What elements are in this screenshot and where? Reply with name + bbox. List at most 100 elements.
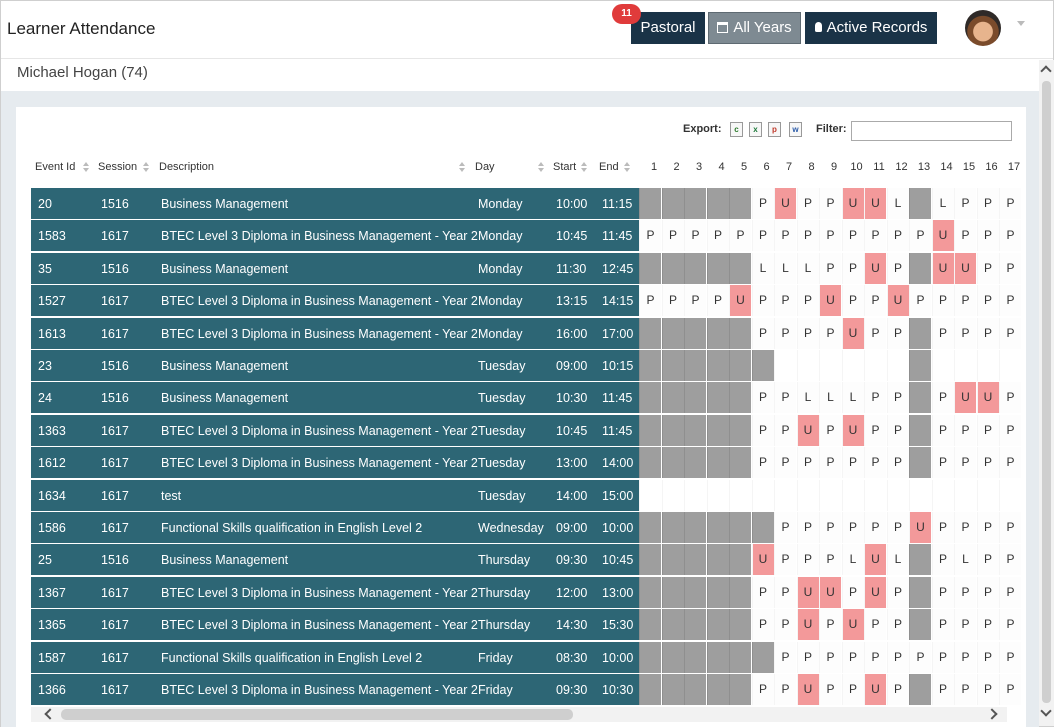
inactive-day-cell bbox=[684, 512, 706, 543]
attendance-mark-cell bbox=[999, 479, 1021, 511]
day-number-header: 8 bbox=[808, 161, 815, 173]
event-id-cell: 24 bbox=[38, 391, 52, 406]
column-header-start[interactable]: Start bbox=[553, 161, 577, 173]
sort-down-icon[interactable] bbox=[624, 168, 630, 172]
sort-up-icon[interactable] bbox=[581, 162, 587, 166]
attendance-mark-cell: P bbox=[999, 382, 1021, 414]
excel-icon[interactable]: x bbox=[749, 122, 762, 137]
pastoral-button[interactable]: Pastoral bbox=[631, 12, 705, 44]
attendance-mark-cell bbox=[774, 479, 796, 511]
attendance-mark-cell: P bbox=[864, 220, 886, 252]
attendance-mark-cell: P bbox=[886, 512, 909, 543]
inactive-day-cell bbox=[909, 382, 931, 414]
table-row[interactable]: 1586 1617 Functional Skills qualification … bbox=[31, 511, 1026, 543]
attendance-mark-cell: L bbox=[886, 188, 909, 219]
start-cell: 10:45 bbox=[556, 423, 588, 438]
sort-up-icon[interactable] bbox=[83, 162, 89, 166]
sort-down-icon[interactable] bbox=[143, 168, 149, 172]
day-number-header: 11 bbox=[873, 161, 885, 173]
description-cell: Business Management bbox=[161, 197, 289, 211]
active-records-button[interactable]: Active Records bbox=[805, 12, 937, 44]
attendance-mark-cell: P bbox=[841, 576, 864, 608]
end-cell: 10:30 bbox=[602, 683, 634, 697]
column-header-session[interactable]: Session bbox=[98, 161, 138, 173]
inactive-day-cell bbox=[661, 544, 684, 576]
attendance-mark-cell: P bbox=[999, 447, 1021, 479]
inactive-day-cell bbox=[729, 576, 751, 608]
all-years-button[interactable]: All Years bbox=[708, 12, 801, 44]
sort-up-icon[interactable] bbox=[459, 162, 465, 166]
attendance-mark-cell: P bbox=[774, 414, 796, 446]
filter-input[interactable] bbox=[851, 121, 1012, 141]
row-info: 1367 1617 BTEC Level 3 Diploma in Business… bbox=[31, 576, 639, 608]
attendance-mark-cell: P bbox=[796, 285, 819, 317]
start-cell: 12:00 bbox=[556, 585, 588, 600]
sort-down-icon[interactable] bbox=[459, 168, 465, 172]
table-row[interactable]: 1612 1617 BTEC Level 3 Diploma in Business… bbox=[31, 446, 1026, 479]
table-row[interactable]: 1367 1617 BTEC Level 3 Diploma in Business… bbox=[31, 575, 1026, 608]
attendance-mark-cell bbox=[999, 350, 1021, 381]
table-row[interactable]: 23 1516 Business Management Tuesday 09:00 10:… bbox=[31, 349, 1026, 381]
attendance-mark-cell: P bbox=[931, 544, 954, 576]
word-icon[interactable]: w bbox=[789, 122, 802, 137]
pastoral-label: Pastoral bbox=[640, 19, 696, 36]
inactive-day-cell bbox=[729, 512, 751, 543]
attendance-mark-cell: P bbox=[774, 447, 796, 479]
attendance-mark-cell: P bbox=[999, 252, 1021, 284]
avatar[interactable] bbox=[965, 10, 1001, 46]
table-row[interactable]: 1634 1617 test Tuesday 14:00 15:00 bbox=[31, 478, 1026, 511]
column-header-day[interactable]: Day bbox=[475, 161, 495, 173]
inactive-day-cell bbox=[909, 252, 931, 284]
pdf-icon[interactable]: p bbox=[768, 122, 781, 137]
description-cell: BTEC Level 3 Diploma in Business Managem… bbox=[161, 326, 478, 341]
attendance-mark-cell: U bbox=[954, 382, 976, 414]
day-number-header: 14 bbox=[940, 161, 953, 173]
table-row[interactable]: 1583 1617 BTEC Level 3 Diploma in Business… bbox=[31, 219, 1026, 252]
attendance-mark-cell: P bbox=[999, 317, 1021, 349]
inactive-day-cell bbox=[639, 414, 661, 446]
table-row[interactable]: 25 1516 Business Management Thursday 09:30 10… bbox=[31, 543, 1026, 576]
table-row[interactable]: 1365 1617 BTEC Level 3 Diploma in Business… bbox=[31, 608, 1026, 641]
column-header-description[interactable]: Description bbox=[159, 161, 215, 173]
attendance-mark-cell: P bbox=[931, 382, 954, 414]
table-row[interactable]: 1527 1617 BTEC Level 3 Diploma in Business… bbox=[31, 284, 1026, 317]
column-header-event-id[interactable]: Event Id bbox=[35, 161, 76, 173]
notification-badge: 11 bbox=[612, 4, 641, 24]
sort-down-icon[interactable] bbox=[538, 168, 544, 172]
attendance-mark-cell: P bbox=[796, 188, 819, 219]
table-row[interactable]: 1366 1617 BTEC Level 3 Diploma in Business… bbox=[31, 673, 1026, 705]
description-cell: Functional Skills qualification in Engli… bbox=[161, 650, 423, 665]
attendance-mark-cell: P bbox=[999, 544, 1021, 576]
inactive-day-cell bbox=[729, 447, 751, 479]
inactive-day-cell bbox=[684, 414, 706, 446]
event-id-cell: 23 bbox=[38, 359, 52, 373]
horizontal-scroll-thumb[interactable] bbox=[61, 709, 573, 720]
sort-down-icon[interactable] bbox=[83, 168, 89, 172]
table-row[interactable]: 24 1516 Business Management Tuesday 10:30 11:… bbox=[31, 381, 1026, 414]
attendance-mark-cell: P bbox=[954, 674, 976, 705]
sort-down-icon[interactable] bbox=[581, 168, 587, 172]
inactive-day-cell bbox=[706, 188, 729, 219]
event-id-cell: 35 bbox=[38, 261, 52, 276]
sort-up-icon[interactable] bbox=[143, 162, 149, 166]
attendance-mark-cell bbox=[954, 479, 976, 511]
vertical-scroll-thumb[interactable] bbox=[1042, 81, 1051, 703]
table-row[interactable]: 1613 1617 BTEC Level 3 Diploma in Business… bbox=[31, 316, 1026, 349]
csv-icon[interactable]: c bbox=[730, 122, 743, 137]
sort-up-icon[interactable] bbox=[538, 162, 544, 166]
attendance-mark-cell: U bbox=[841, 414, 864, 446]
column-header-end[interactable]: End bbox=[599, 161, 619, 173]
table-row[interactable]: 1363 1617 BTEC Level 3 Diploma in Business… bbox=[31, 413, 1026, 446]
table-row[interactable]: 35 1516 Business Management Monday 11:30 12:4… bbox=[31, 251, 1026, 284]
attendance-mark-cell: P bbox=[976, 414, 999, 446]
end-cell: 10:00 bbox=[602, 521, 634, 535]
chevron-down-icon[interactable] bbox=[1017, 21, 1025, 26]
attendance-mark-cell: P bbox=[774, 576, 796, 608]
attendance-mark-cell: P bbox=[976, 576, 999, 608]
attendance-mark-cell: P bbox=[931, 447, 954, 479]
sort-up-icon[interactable] bbox=[624, 162, 630, 166]
attendance-mark-cell: P bbox=[886, 382, 909, 414]
table-row[interactable]: 20 1516 Business Management Monday 10:00 11:1… bbox=[31, 187, 1026, 219]
table-row[interactable]: 1587 1617 Functional Skills qualification … bbox=[31, 640, 1026, 673]
